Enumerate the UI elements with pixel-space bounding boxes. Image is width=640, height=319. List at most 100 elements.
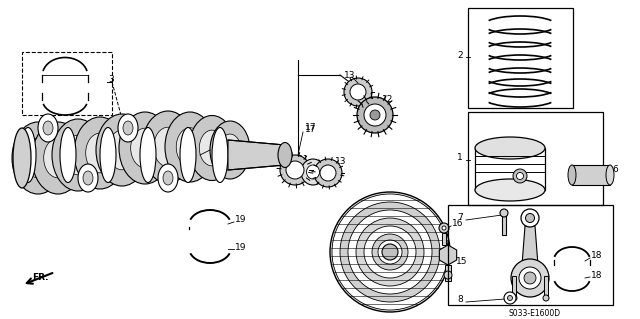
Ellipse shape bbox=[278, 143, 292, 167]
Text: 18: 18 bbox=[591, 271, 602, 279]
Text: 17: 17 bbox=[305, 125, 317, 135]
Ellipse shape bbox=[444, 271, 452, 279]
Ellipse shape bbox=[199, 130, 225, 166]
Ellipse shape bbox=[189, 115, 235, 181]
Ellipse shape bbox=[83, 171, 93, 185]
Ellipse shape bbox=[307, 165, 319, 179]
Ellipse shape bbox=[32, 122, 84, 194]
Ellipse shape bbox=[219, 134, 241, 166]
Ellipse shape bbox=[52, 119, 104, 191]
Text: 2: 2 bbox=[457, 50, 463, 60]
Polygon shape bbox=[228, 140, 285, 170]
Ellipse shape bbox=[163, 171, 173, 185]
Ellipse shape bbox=[60, 128, 76, 182]
Text: 3: 3 bbox=[108, 76, 114, 85]
Ellipse shape bbox=[212, 128, 228, 182]
Ellipse shape bbox=[344, 78, 372, 106]
Bar bbox=[442, 233, 446, 245]
Ellipse shape bbox=[142, 111, 194, 183]
Ellipse shape bbox=[12, 122, 64, 194]
Ellipse shape bbox=[180, 128, 196, 182]
Ellipse shape bbox=[96, 114, 148, 186]
Ellipse shape bbox=[508, 295, 513, 300]
Ellipse shape bbox=[64, 135, 92, 175]
Ellipse shape bbox=[123, 121, 133, 135]
Ellipse shape bbox=[442, 226, 446, 230]
Ellipse shape bbox=[301, 159, 325, 185]
Ellipse shape bbox=[364, 226, 416, 278]
Text: 13: 13 bbox=[335, 158, 346, 167]
Ellipse shape bbox=[511, 259, 549, 297]
Text: FR.: FR. bbox=[32, 273, 49, 283]
Ellipse shape bbox=[357, 97, 393, 133]
Text: 19: 19 bbox=[235, 216, 246, 225]
Ellipse shape bbox=[78, 164, 98, 192]
Text: 8: 8 bbox=[457, 295, 463, 305]
Text: 14: 14 bbox=[378, 299, 388, 308]
Ellipse shape bbox=[439, 223, 449, 233]
Ellipse shape bbox=[330, 192, 450, 312]
Bar bbox=[445, 265, 451, 281]
Ellipse shape bbox=[475, 137, 545, 159]
Ellipse shape bbox=[340, 202, 440, 302]
Ellipse shape bbox=[370, 110, 380, 120]
Ellipse shape bbox=[140, 128, 156, 182]
Ellipse shape bbox=[568, 165, 576, 185]
Bar bbox=[468, 112, 603, 205]
Ellipse shape bbox=[314, 159, 342, 187]
Ellipse shape bbox=[43, 121, 53, 135]
Bar bbox=[512, 276, 516, 298]
Ellipse shape bbox=[500, 209, 508, 217]
Text: 13: 13 bbox=[270, 159, 282, 167]
Ellipse shape bbox=[332, 194, 448, 310]
Ellipse shape bbox=[320, 165, 336, 181]
Text: S033-E1600D: S033-E1600D bbox=[509, 308, 561, 317]
Text: 11: 11 bbox=[298, 155, 310, 165]
Bar bbox=[22, 52, 112, 115]
Ellipse shape bbox=[210, 121, 250, 179]
Ellipse shape bbox=[511, 295, 517, 301]
Ellipse shape bbox=[165, 112, 215, 182]
Ellipse shape bbox=[286, 161, 304, 179]
Ellipse shape bbox=[516, 173, 524, 180]
Ellipse shape bbox=[350, 84, 366, 100]
Bar bbox=[475, 148, 545, 190]
Ellipse shape bbox=[44, 138, 72, 178]
Polygon shape bbox=[439, 245, 457, 265]
Ellipse shape bbox=[86, 133, 115, 173]
Ellipse shape bbox=[372, 234, 408, 270]
Ellipse shape bbox=[356, 218, 424, 286]
Ellipse shape bbox=[524, 272, 536, 284]
Bar bbox=[544, 276, 548, 298]
Text: 18: 18 bbox=[591, 251, 602, 261]
Ellipse shape bbox=[108, 130, 136, 170]
Ellipse shape bbox=[100, 128, 116, 182]
Text: 12: 12 bbox=[382, 95, 394, 105]
Polygon shape bbox=[572, 165, 610, 185]
Text: 1: 1 bbox=[457, 153, 463, 162]
Ellipse shape bbox=[543, 295, 549, 301]
Ellipse shape bbox=[606, 165, 614, 185]
Ellipse shape bbox=[280, 155, 310, 185]
Ellipse shape bbox=[504, 292, 516, 304]
Ellipse shape bbox=[119, 112, 171, 184]
Ellipse shape bbox=[348, 210, 432, 294]
Text: 20: 20 bbox=[213, 144, 225, 152]
Text: 19: 19 bbox=[235, 242, 246, 251]
Ellipse shape bbox=[378, 240, 402, 264]
Ellipse shape bbox=[519, 267, 541, 289]
Text: 9: 9 bbox=[440, 254, 445, 263]
Ellipse shape bbox=[38, 114, 58, 142]
Text: 6: 6 bbox=[612, 166, 618, 174]
Text: 16: 16 bbox=[452, 219, 463, 228]
Ellipse shape bbox=[513, 169, 527, 183]
Ellipse shape bbox=[382, 244, 398, 260]
Ellipse shape bbox=[154, 127, 182, 167]
Ellipse shape bbox=[525, 213, 534, 222]
Bar bbox=[502, 213, 506, 235]
Ellipse shape bbox=[74, 117, 126, 189]
Polygon shape bbox=[521, 226, 539, 278]
Bar bbox=[468, 8, 573, 108]
Ellipse shape bbox=[475, 179, 545, 201]
Ellipse shape bbox=[24, 138, 52, 178]
